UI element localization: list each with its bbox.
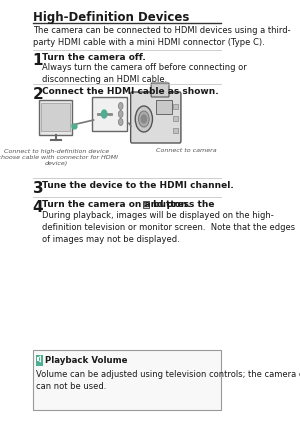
Text: Turn the camera on and press the: Turn the camera on and press the	[42, 200, 218, 209]
Bar	[173, 128, 178, 133]
Text: Turn the camera off.: Turn the camera off.	[42, 53, 146, 62]
Text: High-Definition Devices: High-Definition Devices	[33, 11, 189, 24]
Bar	[39, 100, 72, 135]
Circle shape	[101, 110, 107, 118]
Circle shape	[118, 110, 123, 118]
Bar	[37, 357, 39, 361]
Text: Always turn the camera off before connecting or
disconnecting an HDMI cable.: Always turn the camera off before connec…	[42, 63, 247, 84]
Bar	[36, 355, 43, 366]
FancyBboxPatch shape	[130, 92, 181, 143]
Text: Playback Volume: Playback Volume	[45, 356, 128, 365]
FancyBboxPatch shape	[151, 83, 169, 97]
Bar	[142, 201, 149, 208]
Text: Connect to camera: Connect to camera	[156, 148, 217, 153]
Text: The camera can be connected to HDMI devices using a third-
party HDMI cable with: The camera can be connected to HDMI devi…	[33, 26, 290, 47]
Text: 3: 3	[33, 181, 43, 196]
Text: Connect to high-definition device
(choose cable with connector for HDMI
device): Connect to high-definition device (choos…	[0, 149, 118, 165]
Bar	[156, 100, 172, 114]
Circle shape	[118, 118, 123, 126]
Text: 2: 2	[33, 87, 44, 102]
Text: button.: button.	[150, 200, 190, 209]
Bar	[41, 103, 70, 131]
Bar	[173, 104, 178, 109]
Text: 1: 1	[33, 53, 43, 68]
Circle shape	[141, 115, 146, 123]
Circle shape	[139, 111, 149, 127]
Text: Connect the HDMI cable as shown.: Connect the HDMI cable as shown.	[42, 87, 219, 96]
Bar	[33, 350, 220, 410]
Bar	[173, 116, 178, 121]
Text: Volume can be adjusted using television controls; the camera controls
can not be: Volume can be adjusted using television …	[36, 370, 300, 391]
Text: Tune the device to the HDMI channel.: Tune the device to the HDMI channel.	[42, 181, 234, 190]
Bar	[92, 97, 127, 131]
Circle shape	[135, 106, 152, 132]
Circle shape	[118, 102, 123, 110]
Text: During playback, images will be displayed on the high-
definition television or : During playback, images will be displaye…	[42, 211, 295, 244]
Text: 4: 4	[33, 200, 43, 215]
